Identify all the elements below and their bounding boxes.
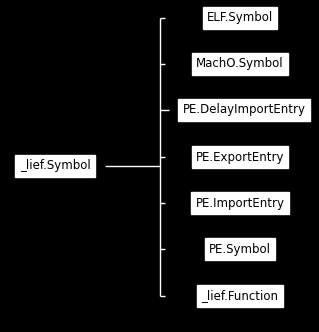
Text: PE.Symbol: PE.Symbol [209,242,271,256]
Text: PE.ImportEntry: PE.ImportEntry [196,197,285,209]
Text: PE.ExportEntry: PE.ExportEntry [196,150,284,163]
Text: PE.DelayImportEntry: PE.DelayImportEntry [182,104,306,117]
Text: MachO.Symbol: MachO.Symbol [196,57,284,70]
Text: _lief.Symbol: _lief.Symbol [20,159,90,173]
Text: _lief.Function: _lief.Function [202,290,278,302]
Text: ELF.Symbol: ELF.Symbol [207,12,273,25]
